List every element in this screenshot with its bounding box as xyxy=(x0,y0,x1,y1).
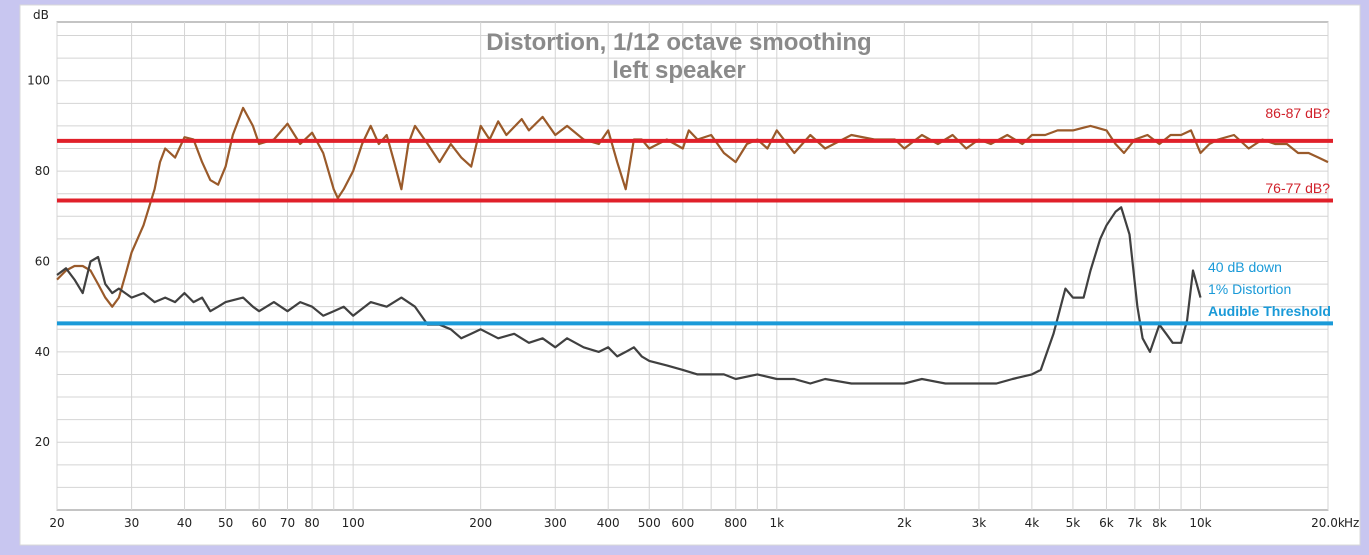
x-tick-label: 70 xyxy=(280,516,295,530)
y-tick-label: 60 xyxy=(35,254,50,268)
x-tick-label: 100 xyxy=(342,516,365,530)
x-tick-label: 7k xyxy=(1128,516,1143,530)
plot-area xyxy=(56,21,1329,511)
x-tick-label: 20 xyxy=(49,516,64,530)
y-tick-label: 20 xyxy=(35,435,50,449)
y-tick-label: 100 xyxy=(27,74,50,88)
x-tick-label: 2k xyxy=(897,516,912,530)
x-axis-unit-label: Hz xyxy=(1344,516,1359,530)
x-tick-label: 500 xyxy=(638,516,661,530)
y-axis-ticks: 20 40 60 80 100 xyxy=(27,74,50,449)
x-axis-ticks: 20 30 40 50 60 70 80 100 200 300 400 500 600 800 1k 2k 3… xyxy=(49,516,1345,530)
series-line-2 xyxy=(56,206,1202,385)
y-tick-label: 40 xyxy=(35,345,50,359)
grid xyxy=(56,22,1329,510)
annotations: 86-87 dB? 76-77 dB? 40 dB down 1% Distor… xyxy=(1208,105,1331,319)
x-tick-label: 3k xyxy=(972,516,987,530)
x-tick-label: 600 xyxy=(671,516,694,530)
x-tick-label: 200 xyxy=(469,516,492,530)
x-tick-label: 60 xyxy=(251,516,266,530)
y-axis-unit-label: dB xyxy=(33,8,49,22)
x-tick-label: 40 xyxy=(177,516,192,530)
annotation-40db-down: 40 dB down xyxy=(1208,259,1282,275)
x-tick-label: 5k xyxy=(1066,516,1081,530)
x-tick-label: 20.0k xyxy=(1311,516,1345,530)
x-tick-label: 10k xyxy=(1189,516,1211,530)
reference-lines xyxy=(57,138,1333,326)
x-tick-label: 300 xyxy=(544,516,567,530)
x-tick-label: 4k xyxy=(1025,516,1040,530)
x-tick-label: 8k xyxy=(1152,516,1167,530)
x-tick-label: 6k xyxy=(1099,516,1114,530)
chart-title: Distortion, 1/12 octave smoothing xyxy=(486,29,871,56)
x-tick-label: 1k xyxy=(770,516,785,530)
x-tick-label: 800 xyxy=(724,516,747,530)
x-tick-label: 30 xyxy=(124,516,139,530)
annotation-86-87: 86-87 dB? xyxy=(1265,105,1330,121)
annotation-76-77: 76-77 dB? xyxy=(1265,180,1330,196)
x-tick-label: 400 xyxy=(597,516,620,530)
annotation-1pct-distortion: 1% Distortion xyxy=(1208,281,1291,297)
chart-subtitle: left speaker xyxy=(612,57,745,84)
x-tick-label: 80 xyxy=(304,516,319,530)
annotation-audible-threshold: Audible Threshold xyxy=(1208,303,1331,319)
y-tick-label: 80 xyxy=(35,164,50,178)
x-tick-label: 50 xyxy=(218,516,233,530)
